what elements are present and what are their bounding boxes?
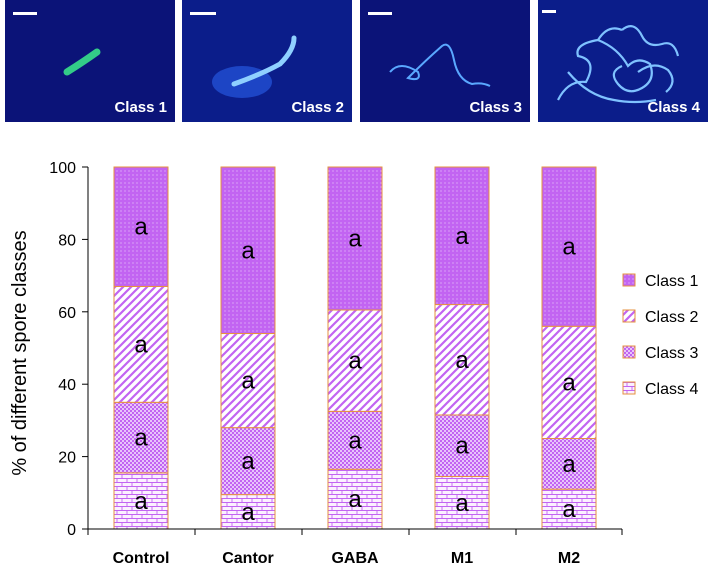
scale-bar xyxy=(13,12,37,15)
bar-segment xyxy=(220,166,276,335)
legend-label: Class 1 xyxy=(645,273,698,290)
significance-label: a xyxy=(348,348,362,375)
bar-segment xyxy=(541,166,597,327)
significance-label: a xyxy=(562,451,576,478)
bar-segment xyxy=(220,333,276,429)
panel-label: Class 1 xyxy=(114,99,167,116)
bar-segment xyxy=(434,414,490,478)
bar-segment xyxy=(327,309,383,412)
bar-segment xyxy=(434,304,490,416)
bar-segment xyxy=(113,166,169,287)
scale-bar xyxy=(368,12,392,15)
y-tick-label: 20 xyxy=(58,450,76,467)
bar-segment xyxy=(327,468,383,530)
y-tick-label: 80 xyxy=(58,232,76,249)
significance-label: a xyxy=(562,496,576,523)
panel-label: Class 2 xyxy=(291,99,344,116)
y-tick-label: 40 xyxy=(58,377,76,394)
significance-label: a xyxy=(455,223,469,250)
bar-segment xyxy=(434,166,490,306)
y-tick-label: 60 xyxy=(58,305,76,322)
image-panel-class-4: Class 4 xyxy=(538,0,708,122)
significance-label: a xyxy=(241,448,255,475)
significance-label: a xyxy=(241,368,255,395)
significance-label: a xyxy=(134,331,148,358)
legend-swatch xyxy=(622,345,636,359)
y-axis-title: % of different spore classes xyxy=(9,230,31,475)
bar-segment xyxy=(220,494,276,530)
significance-label: a xyxy=(241,237,255,264)
spore-shape xyxy=(63,48,101,76)
scale-bar xyxy=(190,12,216,15)
significance-label: a xyxy=(348,225,362,252)
y-tick-label: 100 xyxy=(49,160,76,177)
image-panel-class-3: Class 3 xyxy=(360,0,530,122)
bar-segment xyxy=(113,285,169,403)
x-tick-label: Cantor xyxy=(222,550,274,565)
bar-segment xyxy=(113,401,169,474)
panel-label: Class 3 xyxy=(469,99,522,116)
spore-shape xyxy=(231,35,297,87)
bar-segment xyxy=(327,166,383,311)
image-panel-class-1: Class 1 xyxy=(5,0,175,122)
significance-label: a xyxy=(134,214,148,241)
spore-shape xyxy=(389,43,491,87)
significance-label: a xyxy=(134,488,148,515)
significance-label: a xyxy=(241,499,255,526)
significance-label: a xyxy=(455,490,469,517)
legend-swatch xyxy=(622,381,636,395)
legend-label: Class 3 xyxy=(645,345,698,362)
stacked-bar-chart: % of different spore classes 0 20 40 60 80 10… xyxy=(9,160,698,565)
bar-segment xyxy=(113,472,169,530)
x-tick-label: Control xyxy=(113,550,170,565)
significance-label: a xyxy=(134,425,148,452)
significance-label: a xyxy=(348,427,362,454)
bar-segment xyxy=(327,410,383,470)
significance-label: a xyxy=(562,234,576,261)
significance-label: a xyxy=(455,433,469,460)
legend-label: Class 2 xyxy=(645,309,698,326)
x-tick-label: M1 xyxy=(451,550,473,565)
bar-segment xyxy=(220,427,276,496)
legend-swatch xyxy=(622,273,636,287)
spore-shape xyxy=(557,25,680,104)
bar-segment xyxy=(541,488,597,530)
legend-label: Class 4 xyxy=(645,381,698,398)
panel-label: Class 4 xyxy=(647,99,700,116)
x-tick-label: M2 xyxy=(558,550,580,565)
significance-label: a xyxy=(562,369,576,396)
y-tick-label: 0 xyxy=(67,522,76,539)
legend-swatch xyxy=(622,309,636,323)
x-tick-label: GABA xyxy=(331,550,379,565)
bar-segment xyxy=(541,438,597,490)
scale-bar xyxy=(542,10,556,13)
significance-label: a xyxy=(348,486,362,513)
image-panel-class-2: Class 2 xyxy=(182,0,352,122)
significance-label: a xyxy=(455,347,469,374)
